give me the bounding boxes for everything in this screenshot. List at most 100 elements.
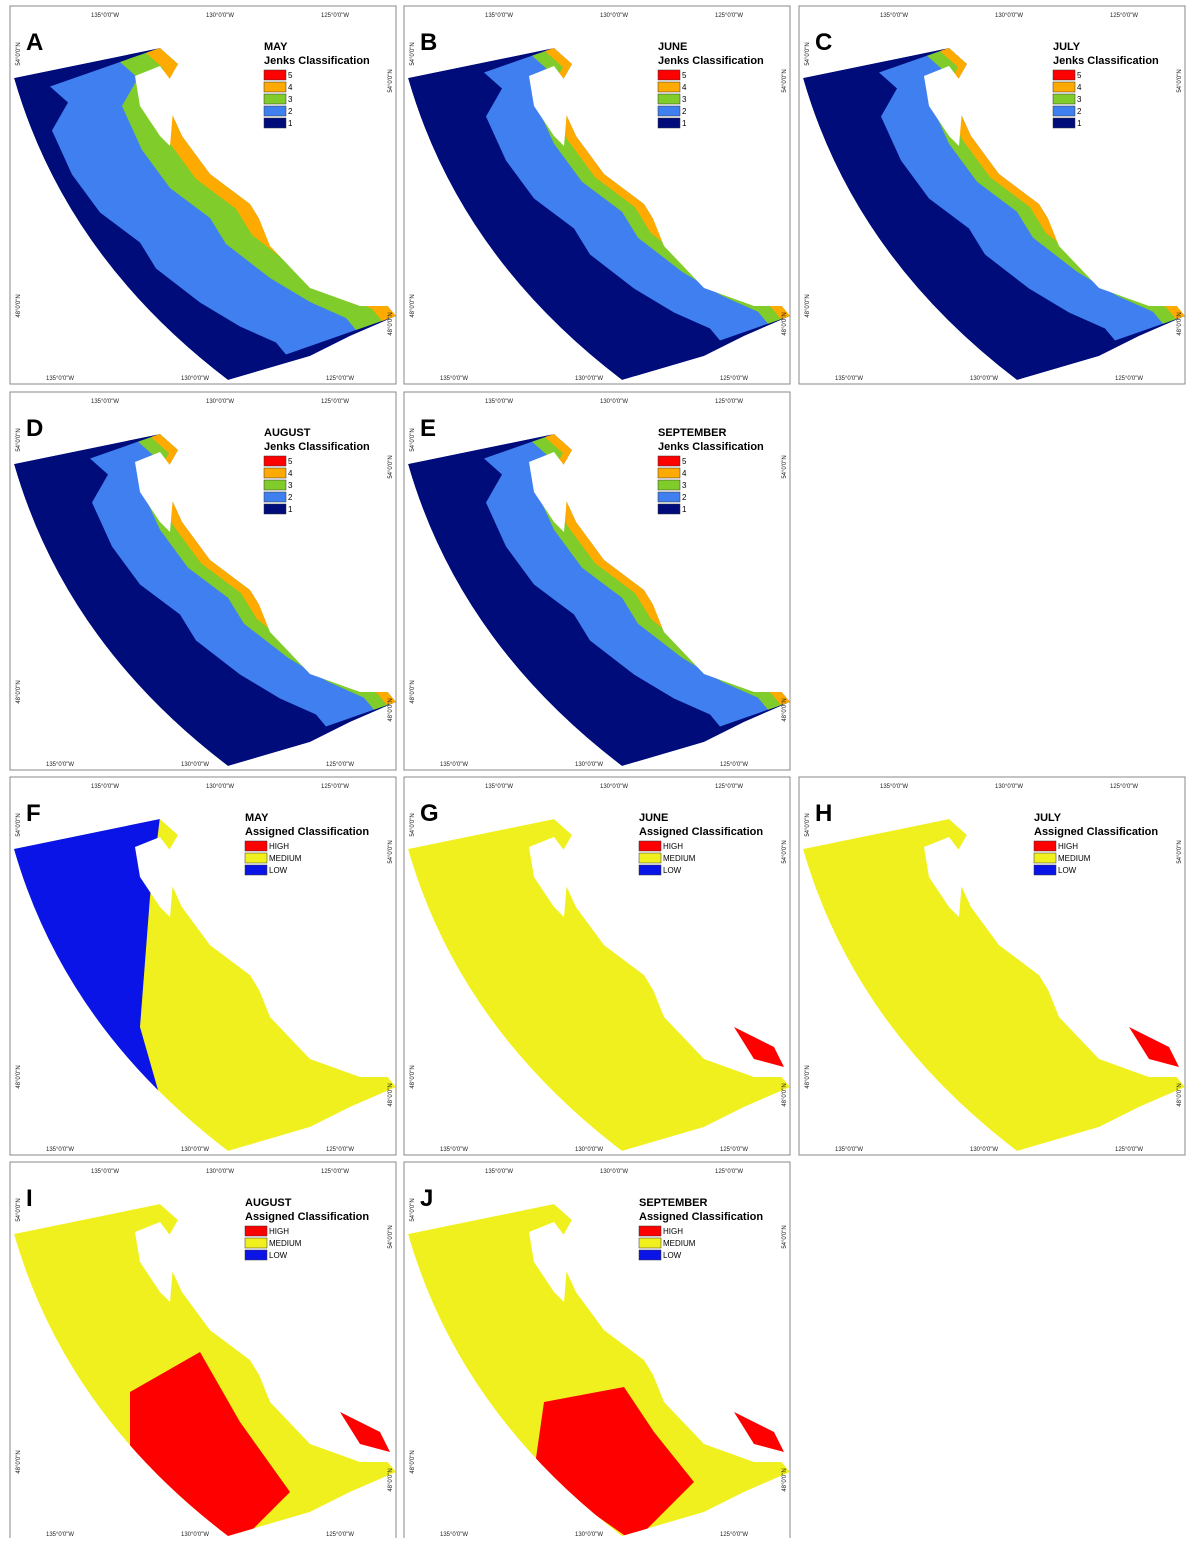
legend-month: JULY xyxy=(1034,812,1062,824)
island xyxy=(652,602,786,692)
high-region xyxy=(534,1387,694,1536)
lat-label: 48°0'0"N xyxy=(805,294,811,317)
map-panel: A MAY Jenks Classification 5 4 3 2 1 135°0'0"W 13… xyxy=(9,5,397,385)
legend-month: MAY xyxy=(264,41,288,53)
legend-label: 4 xyxy=(682,469,687,478)
lon-label: 130°0'0"W xyxy=(600,399,628,405)
island xyxy=(135,1222,175,1302)
legend-label: MEDIUM xyxy=(269,854,302,863)
legend-swatch xyxy=(657,479,681,491)
lon-label: 135°0'0"W xyxy=(91,1169,119,1175)
panel-letter: A xyxy=(26,29,43,56)
lon-label: 125°0'0"W xyxy=(1110,13,1138,19)
panel-letter: B xyxy=(420,29,437,56)
lat-label: 48°0'0"N xyxy=(782,1468,788,1491)
lon-label: 135°0'0"W xyxy=(485,399,513,405)
legend-title: Jenks Classification xyxy=(1053,55,1159,67)
lat-label: 48°0'0"N xyxy=(410,294,416,317)
legend-swatch xyxy=(263,105,287,117)
lon-label: 135°0'0"W xyxy=(91,13,119,19)
legend-swatch xyxy=(638,840,662,852)
legend-swatch xyxy=(244,1249,268,1261)
island xyxy=(258,987,392,1077)
legend-swatch xyxy=(263,69,287,81)
lon-label: 135°0'0"W xyxy=(485,784,513,790)
lat-label: 48°0'0"N xyxy=(410,680,416,703)
island xyxy=(529,837,569,917)
island xyxy=(529,1222,569,1302)
coastal-band xyxy=(146,48,396,321)
lon-label: 135°0'0"W xyxy=(91,784,119,790)
legend-label: MEDIUM xyxy=(663,854,696,863)
lon-label: 125°0'0"W xyxy=(1115,1147,1143,1153)
lon-label: 135°0'0"W xyxy=(835,1147,863,1153)
lon-label: 130°0'0"W xyxy=(970,1147,998,1153)
lon-label: 135°0'0"W xyxy=(91,399,119,405)
lon-label: 130°0'0"W xyxy=(206,784,234,790)
lon-label: 135°0'0"W xyxy=(46,1532,74,1538)
lon-label: 135°0'0"W xyxy=(485,1169,513,1175)
legend-label: HIGH xyxy=(269,1227,289,1236)
ocean-class xyxy=(408,1204,790,1536)
lon-label: 125°0'0"W xyxy=(720,762,748,768)
legend-label: 1 xyxy=(682,505,687,514)
lat-label: 54°0'0"N xyxy=(16,1198,22,1221)
island xyxy=(135,837,175,917)
map-layers xyxy=(408,819,790,1151)
legend-label: 1 xyxy=(288,119,293,128)
lon-label: 125°0'0"W xyxy=(715,399,743,405)
lon-label: 130°0'0"W xyxy=(181,376,209,382)
lat-label: 48°0'0"N xyxy=(410,1450,416,1473)
map-panel: D AUGUST Jenks Classification 5 4 3 2 1 135°0'0"… xyxy=(9,391,397,771)
lon-label: 130°0'0"W xyxy=(600,13,628,19)
panel-letter: G xyxy=(420,800,439,827)
lon-label: 130°0'0"W xyxy=(575,1532,603,1538)
lon-label: 130°0'0"W xyxy=(575,376,603,382)
legend-swatch xyxy=(657,69,681,81)
map-layers xyxy=(803,819,1185,1151)
island xyxy=(135,66,175,146)
lat-label: 48°0'0"N xyxy=(782,312,788,335)
map-panel: I AUGUST Assigned Classification HIGH MEDIUM… xyxy=(9,1161,397,1541)
island xyxy=(258,602,392,692)
lat-label: 48°0'0"N xyxy=(16,1450,22,1473)
lat-label: 54°0'0"N xyxy=(410,42,416,65)
lat-label: 54°0'0"N xyxy=(16,42,22,65)
legend-label: 3 xyxy=(288,481,293,490)
map-panel: F MAY Assigned Classification HIGH MEDIUM LOW… xyxy=(9,776,397,1156)
lat-label: 54°0'0"N xyxy=(388,1225,394,1248)
legend-label: 3 xyxy=(1077,95,1082,104)
lon-label: 125°0'0"W xyxy=(720,376,748,382)
lon-label: 125°0'0"W xyxy=(715,1169,743,1175)
lat-label: 54°0'0"N xyxy=(805,813,811,836)
legend-swatch xyxy=(657,455,681,467)
lon-label: 125°0'0"W xyxy=(326,762,354,768)
legend-swatch xyxy=(1033,852,1057,864)
legend-title: Jenks Classification xyxy=(264,55,370,67)
legend-swatch xyxy=(638,864,662,876)
lon-label: 125°0'0"W xyxy=(326,1532,354,1538)
legend-title: Assigned Classification xyxy=(639,826,763,838)
lat-label: 48°0'0"N xyxy=(16,1065,22,1088)
low-region xyxy=(14,819,160,1097)
legend-swatch xyxy=(657,81,681,93)
lon-label: 135°0'0"W xyxy=(880,784,908,790)
legend-swatch xyxy=(244,1225,268,1237)
lon-label: 125°0'0"W xyxy=(1110,784,1138,790)
legend-month: JUNE xyxy=(658,41,687,53)
map-panel: G JUNE Assigned Classification HIGH MEDIUM LO… xyxy=(403,776,791,1156)
legend-label: HIGH xyxy=(663,1227,683,1236)
legend-swatch xyxy=(657,467,681,479)
lon-label: 125°0'0"W xyxy=(326,376,354,382)
lat-label: 54°0'0"N xyxy=(388,455,394,478)
legend-month: SEPTEMBER xyxy=(658,427,727,439)
legend-label: MEDIUM xyxy=(663,1239,696,1248)
legend-swatch xyxy=(638,1237,662,1249)
legend-label: 4 xyxy=(1077,83,1082,92)
lat-label: 54°0'0"N xyxy=(782,69,788,92)
legend-label: 1 xyxy=(288,505,293,514)
legend-label: 3 xyxy=(682,481,687,490)
legend-month: AUGUST xyxy=(264,427,311,439)
lon-label: 135°0'0"W xyxy=(440,1532,468,1538)
